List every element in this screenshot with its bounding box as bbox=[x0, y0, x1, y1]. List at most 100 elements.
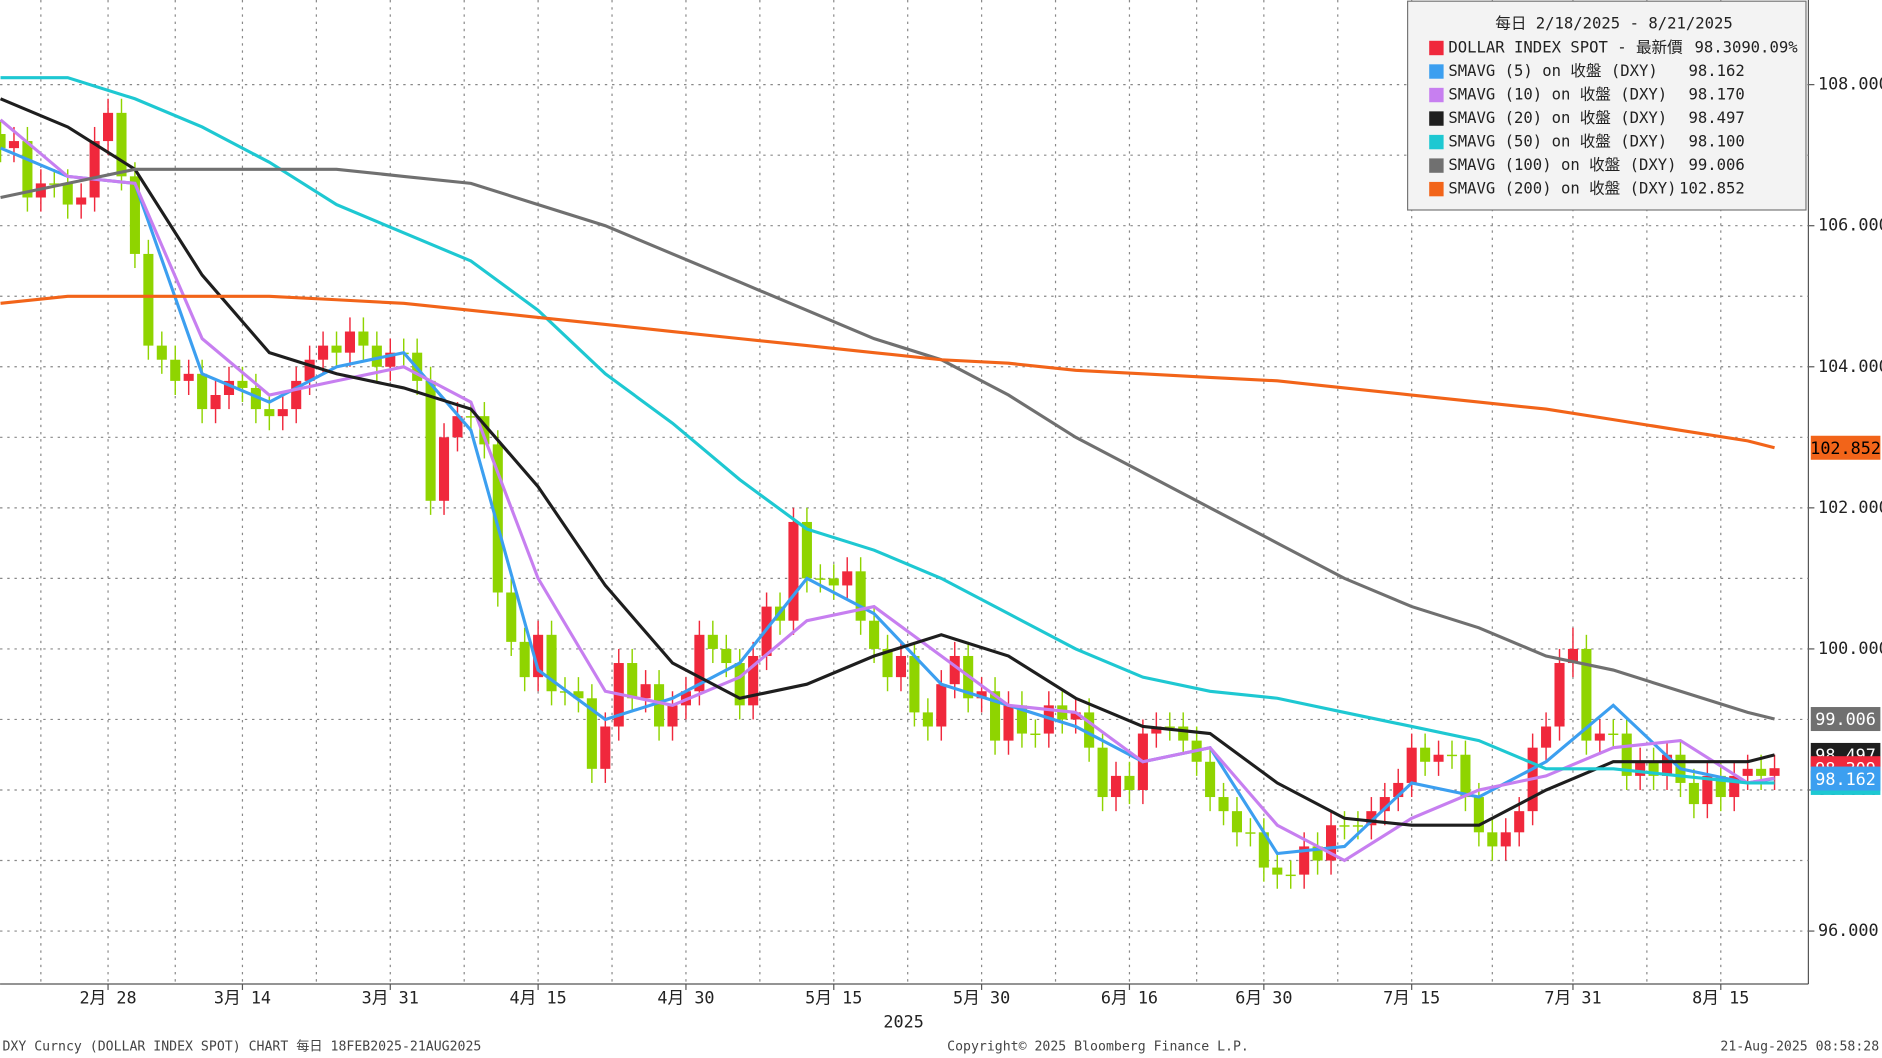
ma-line bbox=[0, 167, 1775, 721]
legend-label: SMAVG (100) on 收盤 (DXY) bbox=[1448, 156, 1676, 174]
legend-swatch bbox=[1429, 40, 1444, 56]
candle-body bbox=[223, 380, 235, 395]
candle-body bbox=[640, 684, 651, 699]
candle-body bbox=[452, 416, 463, 438]
candle-body bbox=[1446, 754, 1458, 757]
candle-body bbox=[600, 726, 611, 769]
legend-label: SMAVG (50) on 收盤 (DXY) bbox=[1448, 133, 1667, 151]
candle-body bbox=[1312, 846, 1323, 861]
candle-body bbox=[129, 176, 140, 254]
candle-body bbox=[1594, 733, 1605, 741]
candle-body bbox=[694, 634, 705, 692]
candle-body bbox=[170, 359, 181, 381]
candle-body bbox=[842, 571, 853, 586]
candle-body bbox=[801, 521, 812, 579]
legend-value: 98.497 bbox=[1689, 109, 1745, 127]
candle-body bbox=[1231, 811, 1243, 833]
price-tag-label: 102.852 bbox=[1810, 438, 1881, 458]
legend-label: SMAVG (10) on 收盤 (DXY) bbox=[1448, 86, 1667, 104]
candle-body bbox=[250, 387, 261, 410]
candle-body bbox=[788, 521, 799, 621]
y-tick-label: 106.000 bbox=[1818, 215, 1882, 235]
x-tick-label: 7月 31 bbox=[1544, 987, 1601, 1007]
x-tick-label: 3月 31 bbox=[362, 987, 419, 1007]
candle-body bbox=[344, 331, 356, 353]
x-tick-label: 8月 15 bbox=[1692, 987, 1749, 1007]
candle-body bbox=[721, 648, 732, 664]
candle-body bbox=[264, 409, 275, 417]
legend-title: 每日 2/18/2025 - 8/21/2025 bbox=[1495, 14, 1733, 32]
candle-body bbox=[49, 183, 60, 185]
candle-body bbox=[1299, 846, 1310, 875]
candle-body bbox=[936, 684, 947, 727]
candle-body bbox=[492, 444, 503, 593]
candle-body bbox=[855, 571, 866, 621]
legend-swatch bbox=[1429, 181, 1444, 197]
candle-body bbox=[1756, 768, 1767, 776]
legend-swatch bbox=[1429, 64, 1444, 79]
ma-line bbox=[0, 97, 1775, 827]
y-tick-label: 102.000 bbox=[1818, 497, 1882, 517]
candle-body bbox=[0, 134, 6, 149]
price-tag-label: 98.162 bbox=[1815, 769, 1876, 789]
candle-body bbox=[183, 373, 194, 381]
candle-body bbox=[156, 345, 167, 360]
candle-body bbox=[748, 655, 759, 706]
candle-body bbox=[1581, 648, 1592, 741]
candle-body bbox=[1729, 775, 1740, 798]
candle-body bbox=[627, 663, 638, 699]
legend-swatch bbox=[1429, 87, 1444, 103]
candle-body bbox=[1715, 775, 1726, 798]
candle-body bbox=[1379, 797, 1390, 812]
legend-label: DOLLAR INDEX SPOT - 最新價 bbox=[1448, 38, 1683, 56]
candle-body bbox=[371, 345, 382, 367]
candle-body bbox=[1487, 832, 1498, 847]
candle-body bbox=[1352, 825, 1363, 827]
candle-body bbox=[1769, 768, 1780, 776]
ma-line bbox=[0, 118, 1775, 863]
candle-body bbox=[1178, 726, 1189, 741]
candle-body bbox=[479, 416, 490, 445]
candle-body bbox=[1326, 825, 1337, 861]
legend-swatch bbox=[1429, 134, 1444, 150]
legend-value: 98.162 bbox=[1689, 62, 1745, 80]
candle-body bbox=[116, 112, 127, 177]
candle-body bbox=[1500, 832, 1511, 847]
candle-body bbox=[976, 691, 987, 699]
candle-body bbox=[358, 331, 369, 346]
candle-body bbox=[559, 691, 571, 693]
price-tag bbox=[1810, 707, 1881, 732]
footer-left: DXY Curncy (DOLLAR INDEX SPOT) CHART 每日 … bbox=[2, 1038, 481, 1054]
candle-body bbox=[828, 578, 839, 586]
candle-body bbox=[1742, 768, 1753, 776]
candle-body bbox=[304, 359, 315, 381]
x-tick-label: 5月 15 bbox=[805, 987, 862, 1007]
candle-body bbox=[425, 380, 436, 501]
candle-body bbox=[1124, 775, 1135, 790]
ma-line bbox=[0, 294, 1775, 450]
candle-body bbox=[1393, 782, 1404, 798]
candle-body bbox=[1164, 726, 1175, 728]
candle-body bbox=[291, 380, 302, 410]
footer-right: 21-Aug-2025 08:58:28 bbox=[1720, 1039, 1879, 1054]
candle-body bbox=[22, 141, 33, 198]
price-tag-label: 99.006 bbox=[1815, 709, 1876, 729]
legend-label: SMAVG (5) on 收盤 (DXY) bbox=[1448, 62, 1657, 80]
legend-box bbox=[1407, 0, 1807, 211]
legend-swatch bbox=[1429, 158, 1444, 173]
candle-body bbox=[1030, 733, 1041, 736]
y-tick-label: 100.000 bbox=[1818, 638, 1882, 658]
candle-body bbox=[1702, 775, 1713, 805]
candle-body bbox=[331, 345, 342, 353]
legend-value: 98.309 bbox=[1695, 38, 1751, 56]
candle-body bbox=[1567, 648, 1578, 664]
candle-body bbox=[1473, 797, 1484, 833]
candle-body bbox=[1151, 726, 1162, 734]
candle-body bbox=[1635, 761, 1646, 776]
candle-body bbox=[1339, 825, 1350, 827]
candle-body bbox=[1688, 782, 1699, 805]
candle-body bbox=[277, 409, 288, 417]
footer-center: Copyright© 2025 Bloomberg Finance L.P. bbox=[947, 1039, 1249, 1054]
legend-value: 102.852 bbox=[1679, 180, 1745, 198]
candle-body bbox=[89, 141, 100, 198]
